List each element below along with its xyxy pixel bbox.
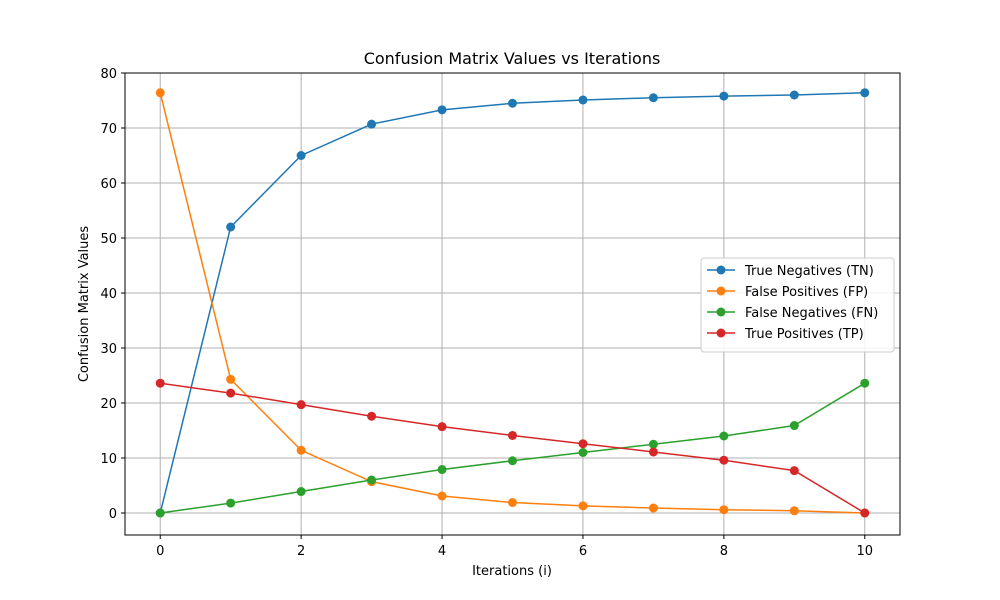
data-point bbox=[296, 445, 306, 455]
data-point bbox=[648, 439, 658, 449]
data-point bbox=[789, 421, 799, 431]
data-point bbox=[789, 466, 799, 476]
data-point bbox=[437, 105, 447, 115]
data-point bbox=[296, 400, 306, 410]
series-group bbox=[155, 88, 870, 518]
series-true-positives-tp bbox=[155, 378, 870, 518]
legend-box bbox=[700, 257, 895, 353]
x-axis-label: Iterations (i) bbox=[472, 564, 552, 579]
legend-label: True Negatives (TN) bbox=[744, 264, 874, 279]
data-point bbox=[437, 465, 447, 475]
legend-label: False Negatives (FN) bbox=[745, 306, 878, 321]
data-point bbox=[155, 508, 165, 518]
legend-item: True Negatives (TN) bbox=[707, 264, 874, 279]
data-point bbox=[648, 93, 658, 103]
data-point bbox=[508, 456, 517, 466]
data-point bbox=[367, 119, 377, 129]
legend-item: False Positives (FP) bbox=[707, 285, 868, 300]
x-tick-label: 8 bbox=[720, 544, 728, 559]
data-point bbox=[719, 431, 729, 441]
y-tick-label: 70 bbox=[100, 122, 117, 137]
legend-label: False Positives (FP) bbox=[745, 285, 868, 300]
data-point bbox=[437, 491, 447, 501]
y-tick-label: 60 bbox=[100, 177, 117, 192]
legend-marker bbox=[716, 286, 726, 296]
x-tick-label: 2 bbox=[297, 544, 305, 559]
y-tick-label: 20 bbox=[100, 397, 117, 412]
x-tick-label: 0 bbox=[156, 544, 164, 559]
data-point bbox=[296, 487, 306, 497]
data-point bbox=[367, 411, 377, 421]
data-point bbox=[578, 501, 588, 511]
data-point bbox=[508, 430, 517, 440]
series-false-negatives-fn bbox=[155, 378, 870, 518]
y-axis-label: Confusion Matrix Values bbox=[77, 226, 92, 383]
legend: True Negatives (TN) False Positives (FP) F… bbox=[700, 257, 895, 353]
data-point bbox=[578, 448, 588, 457]
y-tick-label: 10 bbox=[100, 452, 117, 467]
y-tick-label: 80 bbox=[100, 67, 117, 82]
data-point bbox=[155, 378, 165, 388]
legend-label: True Positives (TP) bbox=[744, 327, 864, 342]
legend-marker bbox=[716, 307, 726, 317]
data-point bbox=[437, 422, 447, 432]
plot-frame bbox=[124, 72, 901, 536]
data-point bbox=[508, 498, 517, 508]
data-point bbox=[789, 506, 799, 516]
data-point bbox=[367, 475, 377, 485]
x-tick-label: 4 bbox=[438, 544, 446, 559]
legend-marker bbox=[716, 328, 726, 338]
y-tick-label: 0 bbox=[109, 507, 117, 522]
data-point bbox=[719, 505, 729, 515]
data-point bbox=[860, 88, 870, 98]
y-tick-label: 30 bbox=[100, 342, 117, 357]
data-point bbox=[226, 498, 236, 508]
axis-ticks: 0 2 4 6 8 10 0 10 20 30 40 50 60 70 80 bbox=[100, 67, 873, 559]
data-point bbox=[578, 439, 588, 449]
data-point bbox=[226, 388, 236, 398]
data-point bbox=[648, 503, 658, 513]
legend-item: False Negatives (FN) bbox=[707, 306, 878, 321]
data-point bbox=[719, 455, 729, 465]
data-point bbox=[508, 98, 517, 108]
series-true-negatives-tn bbox=[155, 88, 870, 518]
data-point bbox=[789, 90, 799, 100]
data-point bbox=[155, 88, 165, 98]
x-tick-label: 10 bbox=[856, 544, 873, 559]
data-point bbox=[578, 95, 588, 105]
legend-marker bbox=[716, 265, 726, 275]
data-point bbox=[648, 447, 658, 457]
y-tick-label: 50 bbox=[100, 232, 117, 247]
legend-item: True Positives (TP) bbox=[707, 327, 864, 342]
y-tick-label: 40 bbox=[100, 287, 117, 302]
data-point bbox=[719, 91, 729, 101]
data-point bbox=[860, 508, 870, 518]
x-tick-label: 6 bbox=[579, 544, 587, 559]
data-point bbox=[296, 151, 306, 160]
data-point bbox=[226, 222, 236, 232]
data-point bbox=[860, 378, 870, 388]
chart-title: Confusion Matrix Values vs Iterations bbox=[364, 49, 661, 68]
data-point bbox=[226, 374, 236, 384]
